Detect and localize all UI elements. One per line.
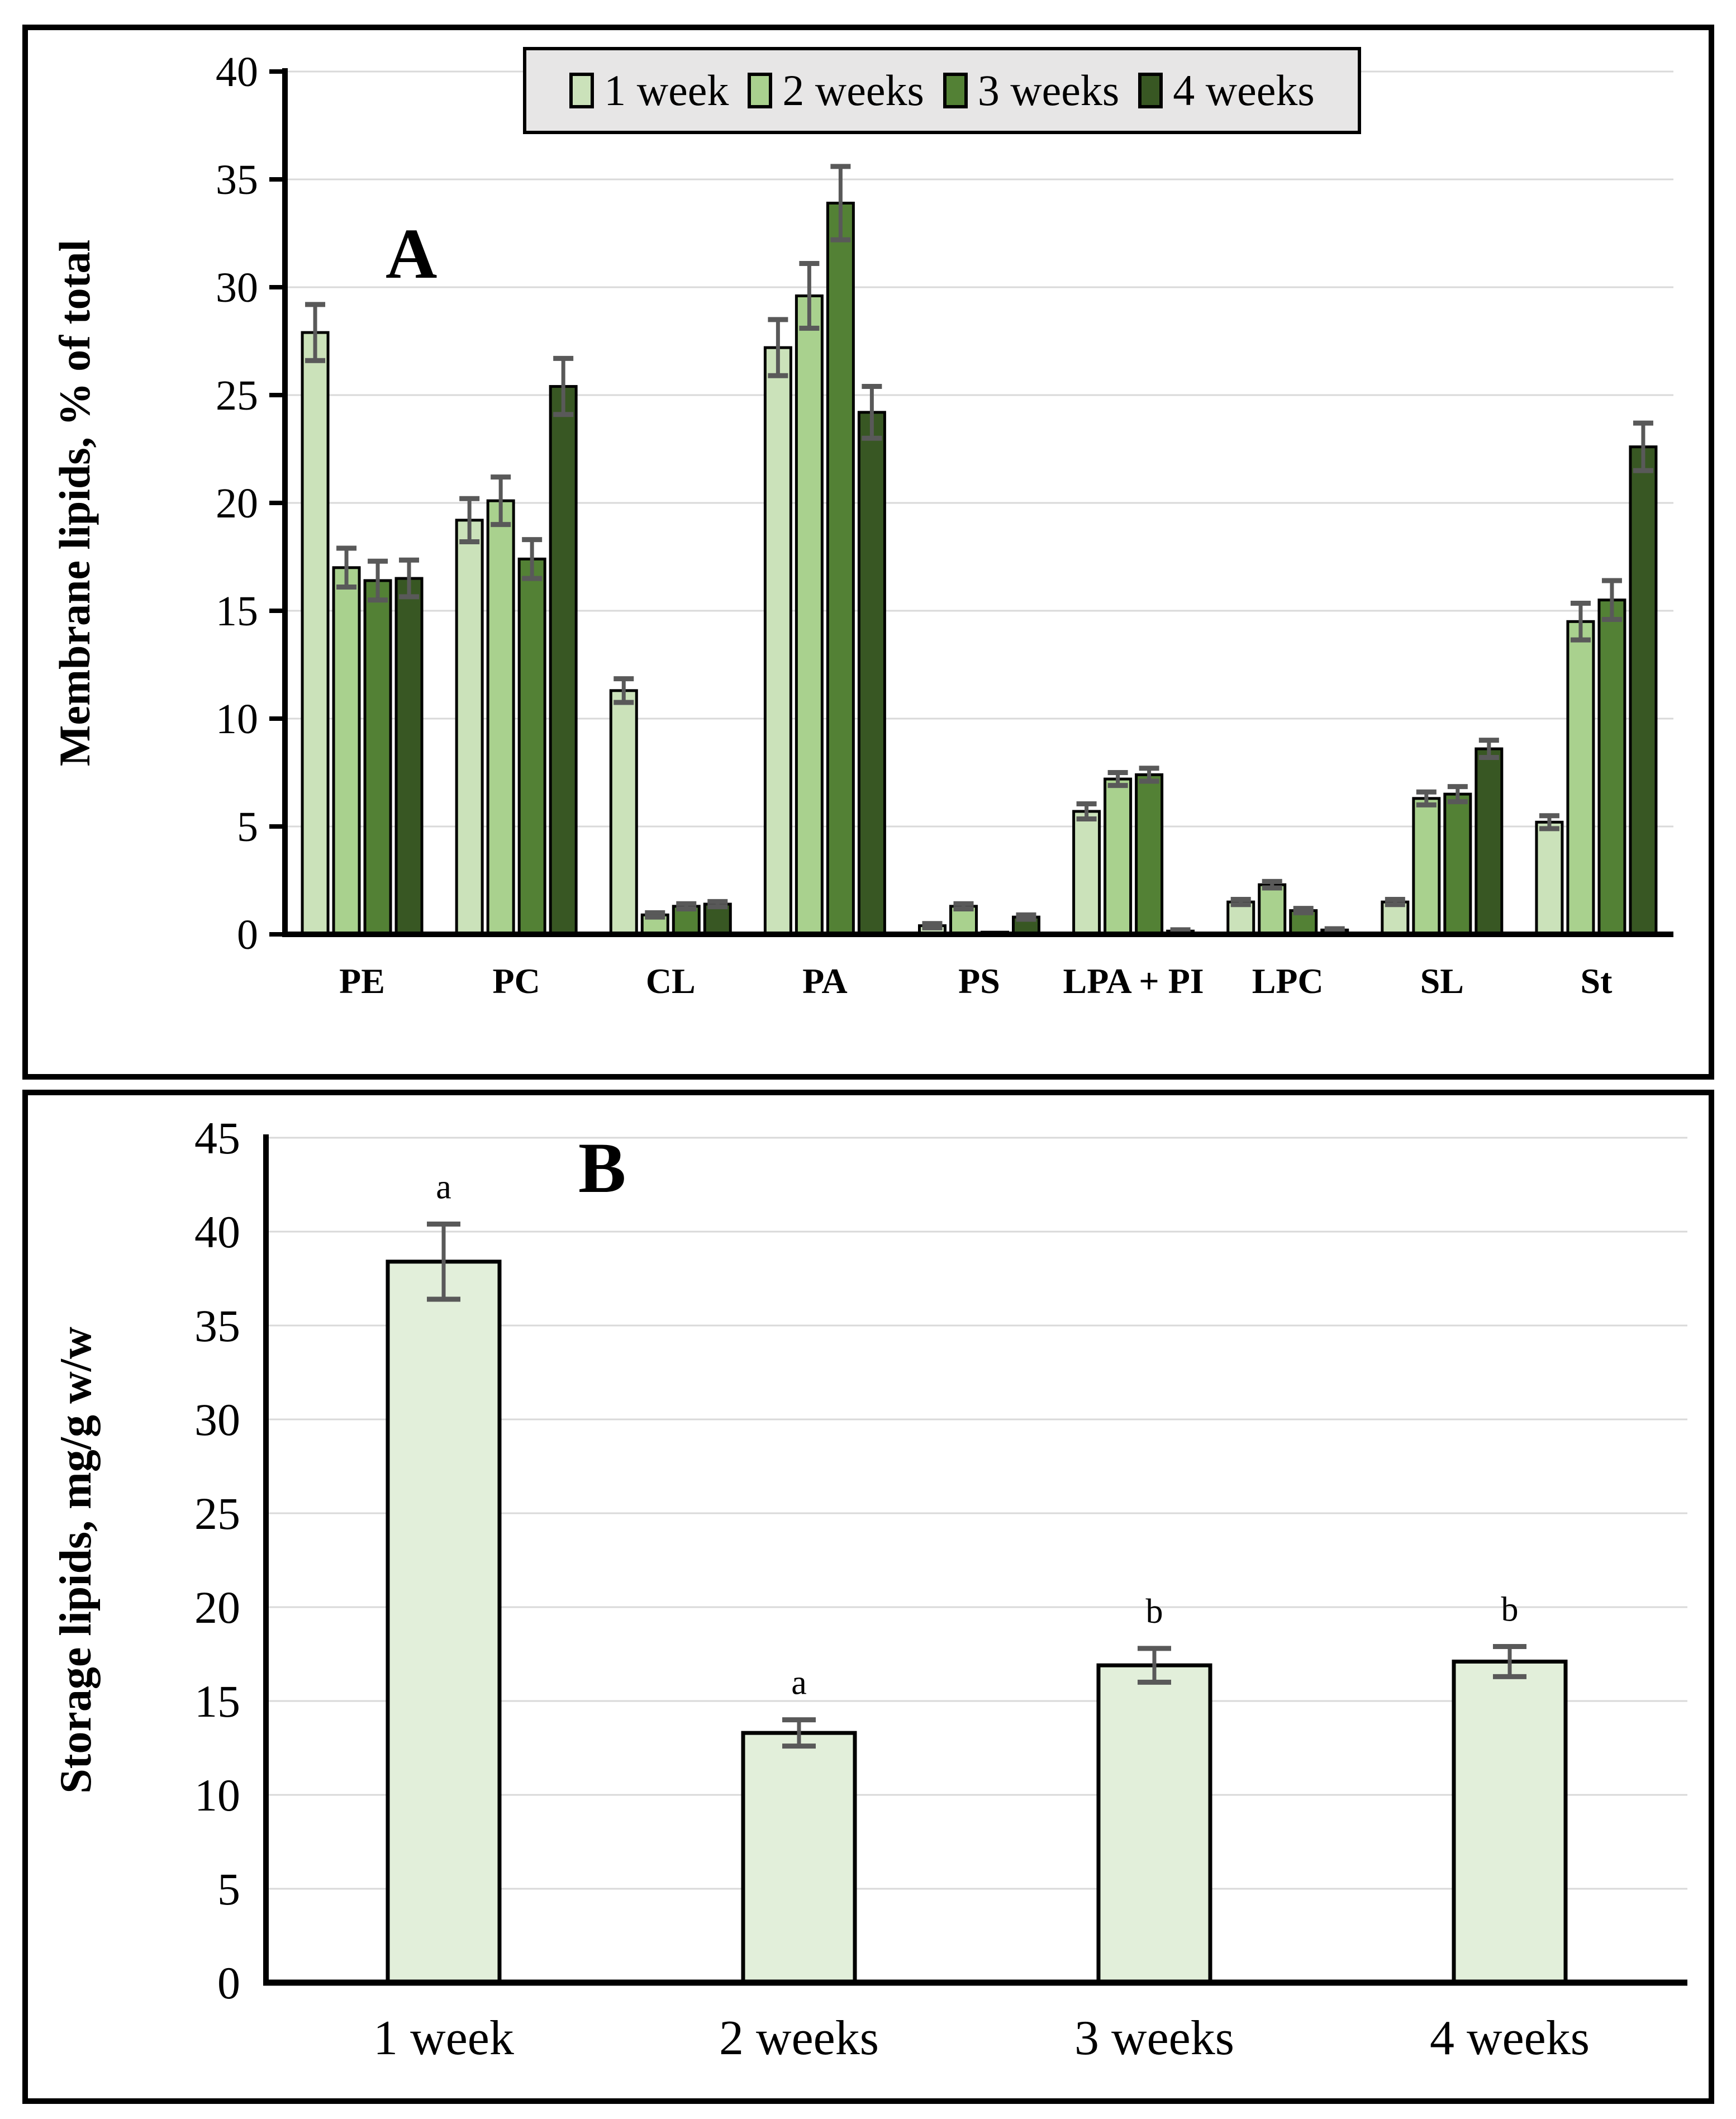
legend-item-1-week: 1 week — [569, 69, 729, 112]
membrane-lipids-chart: PE PC CL PA PS LPA + PI LPC SL St 0 5 10 15 20 25 30 35 4… — [50, 49, 1673, 1001]
bar — [386, 1260, 502, 1985]
bar — [1566, 620, 1595, 936]
bar — [1597, 598, 1626, 936]
panel-a-membrane-lipids: 1 week 2 weeks 3 weeks 4 weeks A PE PC CL P… — [22, 25, 1714, 1080]
bar — [1135, 773, 1164, 936]
y-tick-label: 45 — [194, 1113, 240, 1163]
bar — [741, 1731, 857, 1985]
legend-item-4-weeks: 4 weeks — [1138, 66, 1315, 115]
y-tick-label: 35 — [216, 156, 258, 203]
legend-swatch-2-weeks — [748, 73, 773, 108]
panel-b-storage-lipids: B a 1 week a 2 weeks b 3 weeks b 4 weeks 0 5 10 15 2… — [22, 1090, 1714, 2104]
category-label: SL — [1420, 961, 1464, 1001]
bar — [549, 385, 578, 936]
bar — [795, 294, 824, 936]
legend: 1 week 2 weeks 3 weeks 4 weeks — [523, 47, 1361, 134]
y-tick-label: 15 — [216, 588, 258, 635]
y-tick-label: 30 — [194, 1394, 240, 1445]
category-label: PE — [339, 961, 385, 1001]
y-tick-label: 20 — [194, 1582, 240, 1633]
category-label: LPC — [1252, 961, 1324, 1001]
significance-letter: b — [1501, 1591, 1519, 1629]
legend-label-1-week: 1 week — [604, 66, 729, 115]
category-label: St — [1580, 961, 1613, 1001]
bar — [301, 331, 330, 936]
category-label: PC — [493, 961, 540, 1001]
y-tick-label: 35 — [194, 1300, 240, 1351]
legend-swatch-1-week — [569, 73, 594, 108]
legend-label-4-weeks: 4 weeks — [1173, 66, 1315, 115]
bar — [1072, 810, 1101, 936]
y-tick-label: 25 — [216, 372, 258, 419]
y-tick-label: 25 — [194, 1488, 240, 1539]
legend-item-2-weeks: 2 weeks — [748, 69, 924, 112]
panel-a-title-letter: A — [386, 214, 437, 293]
y-tick-label: 40 — [216, 49, 258, 96]
y-tick-label: 5 — [237, 804, 258, 851]
bar — [857, 411, 886, 936]
bar — [1258, 883, 1287, 936]
legend-swatch-3-weeks — [943, 73, 968, 108]
y-axis-title: Membrane lipids, % of total — [50, 240, 99, 766]
legend-label-3-weeks: 3 weeks — [977, 66, 1120, 115]
bar — [363, 579, 392, 936]
y-tick-label: 10 — [216, 696, 258, 743]
category-label: PS — [958, 961, 1000, 1001]
bar — [1629, 445, 1658, 936]
bar — [455, 519, 484, 936]
significance-letter: a — [791, 1664, 807, 1702]
bar — [1412, 797, 1441, 936]
bar — [1475, 747, 1504, 936]
category-label: PA — [802, 961, 848, 1001]
bar — [486, 499, 515, 936]
bar — [1443, 792, 1472, 936]
bar — [826, 201, 855, 936]
category-label: 1 week — [373, 2011, 514, 2065]
bar — [332, 566, 361, 936]
significance-letter: b — [1146, 1593, 1163, 1631]
bar — [1104, 777, 1133, 936]
bar — [394, 577, 424, 936]
legend-swatch-4-weeks — [1138, 73, 1163, 108]
y-tick-label: 40 — [194, 1206, 240, 1257]
significance-letter: a — [436, 1168, 451, 1206]
category-label: LPA + PI — [1063, 961, 1204, 1001]
y-tick-label: 5 — [217, 1864, 240, 1914]
category-label: 3 weeks — [1074, 2011, 1234, 2065]
legend-item-3-weeks: 3 weeks — [943, 69, 1119, 112]
bar — [609, 689, 638, 936]
y-tick-label: 0 — [237, 911, 258, 958]
bar — [1535, 820, 1564, 936]
category-label: 2 weeks — [719, 2011, 879, 2065]
panel-b-title-letter: B — [578, 1128, 626, 1208]
bar — [1096, 1663, 1212, 1985]
y-tick-label: 10 — [194, 1770, 240, 1821]
category-label: 4 weeks — [1430, 2011, 1590, 2065]
y-tick-label: 15 — [194, 1676, 240, 1727]
y-axis-title: Storage lipids, mg/g w/w — [51, 1327, 101, 1794]
category-label: CL — [646, 961, 696, 1001]
y-tick-label: 30 — [216, 264, 258, 311]
storage-lipids-chart: a 1 week a 2 weeks b 3 weeks b 4 weeks 0 5 10 15 20 2… — [51, 1113, 1687, 2065]
bar — [763, 346, 792, 936]
y-tick-label: 0 — [217, 1958, 240, 2008]
bar — [517, 557, 546, 936]
bar — [1452, 1659, 1568, 1985]
legend-label-2-weeks: 2 weeks — [782, 66, 924, 115]
y-tick-label: 20 — [216, 480, 258, 527]
